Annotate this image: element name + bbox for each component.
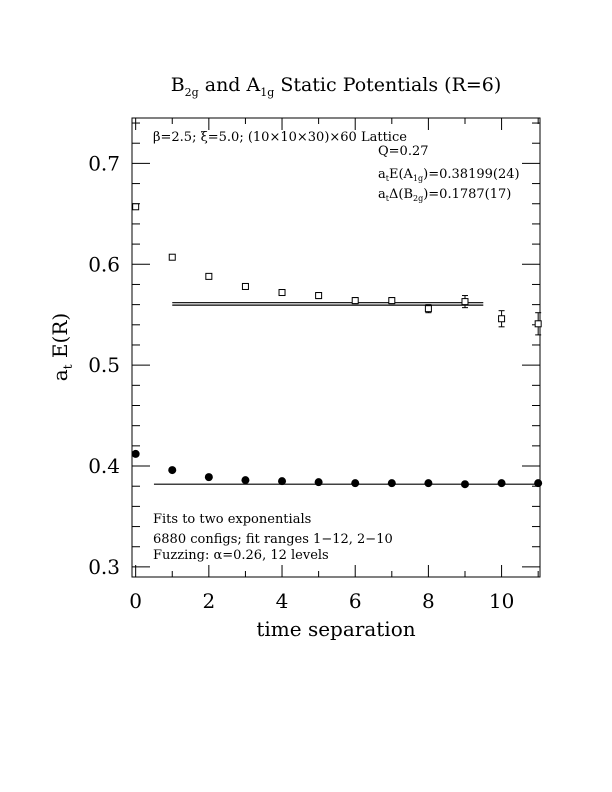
data-point-square	[168, 253, 176, 261]
chart-title-subscript-1: 2g	[185, 86, 199, 99]
x-tick-label: 4	[276, 589, 289, 613]
data-point-circle	[534, 479, 543, 488]
annotation-b2g-gap: atΔ(B2g)=0.1787(17)	[378, 187, 511, 203]
data-point-circle	[351, 479, 360, 488]
x-tick-label: 10	[489, 589, 514, 613]
chart-title: B2g and A1g Static Potentials (R=6)	[171, 74, 502, 99]
data-point-square	[534, 320, 542, 328]
data-point-square	[498, 315, 506, 323]
x-tick-label: 2	[202, 589, 215, 613]
fit-lines	[153, 302, 540, 485]
data-point-square	[461, 298, 469, 306]
annotation-fits: Fits to two exponentials	[153, 512, 311, 527]
data-point-square	[315, 292, 323, 300]
axis-tick-labels: 0 2 4 6 8 10 0.3 0.4 0.5 0.6 0.7	[88, 151, 514, 613]
y-axis-label: at E(R)	[48, 313, 75, 381]
annotation-lattice: β=2.5; ξ=5.0; (10×10×30)×60 Lattice	[153, 130, 407, 145]
plot-frame	[131, 117, 541, 578]
data-point-square	[278, 289, 286, 297]
y-tick-label: 0.6	[88, 252, 120, 276]
chart-title-subscript-2: 1g	[260, 86, 274, 99]
data-point-circle	[314, 478, 323, 487]
data-point-square	[351, 297, 359, 305]
annotation-configs: 6880 configs; fit ranges 1−12, 2−10	[153, 532, 393, 547]
data-point-circle	[278, 477, 287, 486]
x-tick-label: 0	[129, 589, 142, 613]
annotation-a1g-energy: atE(A1g)=0.38199(24)	[378, 167, 520, 183]
axis-ticks	[132, 118, 540, 577]
x-tick-label: 8	[422, 589, 435, 613]
y-tick-label: 0.4	[88, 454, 120, 478]
data-point-circle	[497, 479, 506, 488]
data-point-square	[241, 282, 249, 290]
annotation-q: Q=0.27	[378, 144, 429, 159]
data-point-circle	[241, 476, 250, 485]
data-point-square	[132, 203, 140, 211]
data-point-circle	[387, 479, 396, 488]
data-point-square	[424, 305, 432, 313]
y-tick-label: 0.3	[88, 555, 120, 579]
data-point-square	[205, 272, 213, 280]
data-markers	[131, 203, 543, 489]
data-point-circle	[460, 480, 469, 489]
x-axis-label: time separation	[256, 617, 415, 641]
data-point-square	[388, 297, 396, 305]
data-point-circle	[424, 479, 433, 488]
data-point-circle	[204, 473, 213, 482]
data-point-circle	[131, 449, 140, 458]
y-tick-label: 0.5	[88, 353, 120, 377]
y-axis-label-subscript: t	[61, 364, 75, 369]
x-tick-label: 6	[349, 589, 362, 613]
data-point-circle	[168, 466, 177, 475]
annotation-fuzzing: Fuzzing: α=0.26, 12 levels	[153, 548, 329, 563]
y-tick-label: 0.7	[88, 151, 120, 175]
